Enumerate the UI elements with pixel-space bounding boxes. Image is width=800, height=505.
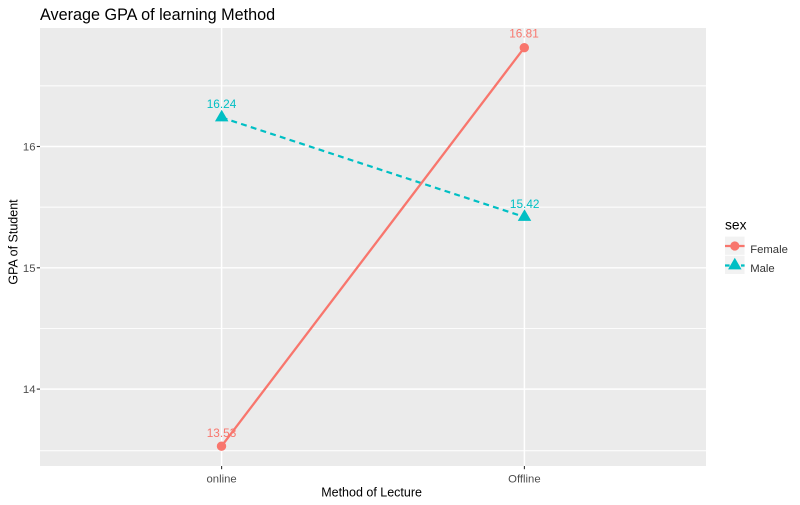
svg-text:15.42: 15.42 [510, 197, 540, 211]
svg-text:Offline: Offline [508, 473, 540, 485]
svg-text:Male: Male [750, 263, 775, 275]
svg-text:online: online [207, 473, 237, 485]
svg-text:GPA of Student: GPA of Student [7, 199, 21, 285]
svg-text:16.81: 16.81 [509, 27, 539, 41]
svg-text:15: 15 [23, 263, 36, 275]
svg-text:Average GPA of learning Method: Average GPA of learning Method [40, 6, 275, 24]
svg-text:sex: sex [725, 217, 747, 232]
svg-text:14: 14 [23, 384, 36, 396]
svg-text:Method of Lecture: Method of Lecture [321, 485, 422, 499]
svg-text:16.24: 16.24 [207, 97, 237, 111]
svg-text:Female: Female [750, 244, 788, 256]
svg-text:16: 16 [23, 142, 36, 154]
